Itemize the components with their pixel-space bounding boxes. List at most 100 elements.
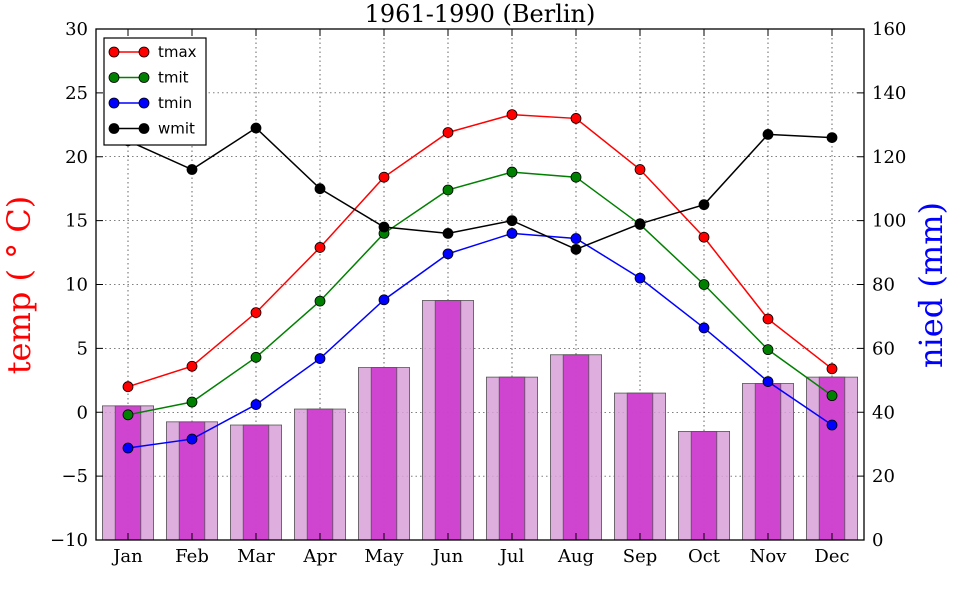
legend-label-tmax: tmax xyxy=(158,43,197,61)
chart-title: 1961-1990 (Berlin) xyxy=(365,0,596,28)
legend-label-tmin: tmin xyxy=(158,94,192,112)
precip-bar-narrow xyxy=(370,367,398,541)
right-tick-label: 100 xyxy=(872,211,906,232)
point-tmin xyxy=(762,376,774,387)
x-tick-label: Apr xyxy=(302,546,337,567)
point-wmit xyxy=(186,164,198,175)
point-tmit xyxy=(314,295,326,307)
point-tmin xyxy=(186,433,198,445)
legend-marker-tmin xyxy=(138,97,150,109)
point-tmin xyxy=(570,233,582,244)
x-tick-label: Mar xyxy=(237,546,275,567)
legend-label-wmit: wmit xyxy=(158,120,195,138)
series-line-tmin xyxy=(127,232,833,449)
point-wmit xyxy=(378,221,390,233)
point-wmit xyxy=(442,227,454,239)
point-wmit xyxy=(314,183,326,195)
right-tick-label: 60 xyxy=(872,338,895,359)
point-tmin xyxy=(122,442,134,454)
precip-bar-narrow xyxy=(434,300,462,541)
right-tick-label: 160 xyxy=(872,19,906,40)
point-tmin xyxy=(442,248,454,260)
point-tmax xyxy=(378,171,390,183)
point-tmit xyxy=(506,166,518,178)
left-tick-label: 0 xyxy=(77,402,88,423)
right-tick-label: 40 xyxy=(872,402,895,423)
right-tick-label: 20 xyxy=(872,466,895,487)
precip-bar-narrow xyxy=(498,376,526,541)
precip-bar-narrow xyxy=(626,392,654,541)
series-line-tmax xyxy=(127,113,833,388)
legend-marker-wmit xyxy=(138,123,150,134)
legend-marker-tmit xyxy=(138,72,150,83)
legend-marker-wmit xyxy=(108,123,120,134)
legend-box xyxy=(103,37,207,146)
x-tick-label: Dec xyxy=(814,546,849,567)
point-tmin xyxy=(314,353,326,364)
left-tick-label: 15 xyxy=(65,211,88,232)
x-tick-label: Aug xyxy=(557,546,594,567)
precip-bar-narrow xyxy=(242,424,270,541)
legend-marker-tmit xyxy=(108,72,120,83)
axes: −10 −5 0 5 10 15 20 25 30 0 20 40 60 80 100 120 140 160 Ja… xyxy=(50,19,906,567)
point-tmax xyxy=(634,164,646,175)
point-tmin xyxy=(698,322,710,334)
series-line-tmit xyxy=(127,171,833,416)
precip-bar-narrow xyxy=(306,408,334,541)
point-tmax xyxy=(506,109,518,120)
point-tmax xyxy=(570,113,582,124)
temperature-lines xyxy=(122,109,838,454)
left-axis-label: temp ( ° C) xyxy=(0,196,38,375)
x-tick-label: Jan xyxy=(111,546,143,567)
point-tmax xyxy=(442,127,454,138)
point-tmax xyxy=(698,231,710,243)
point-tmax xyxy=(122,381,134,393)
point-tmax xyxy=(186,360,198,372)
point-tmit xyxy=(250,351,262,363)
right-axis-label: nied (mm) xyxy=(912,202,950,368)
point-wmit xyxy=(570,243,582,255)
point-tmin xyxy=(506,227,518,239)
legend: tmax tmit tmin wmit xyxy=(103,37,207,146)
point-tmit xyxy=(570,171,582,183)
right-tick-label: 0 xyxy=(872,530,883,551)
point-wmit xyxy=(634,218,646,230)
left-tick-label: 25 xyxy=(65,83,88,104)
legend-marker-tmin xyxy=(108,97,120,109)
point-tmax xyxy=(250,307,262,319)
point-tmit xyxy=(186,396,198,408)
point-wmit xyxy=(698,199,710,211)
left-tick-label: 30 xyxy=(65,19,88,40)
right-tick-label: 140 xyxy=(872,83,906,104)
point-wmit xyxy=(506,215,518,227)
x-tick-label: Sep xyxy=(623,546,658,567)
right-tick-label: 120 xyxy=(872,147,906,168)
right-tick-label: 80 xyxy=(872,275,895,296)
x-tick-label: Jun xyxy=(431,546,464,567)
precip-bar-narrow xyxy=(818,376,846,541)
precip-bar-narrow xyxy=(562,354,590,541)
precip-bar-narrow xyxy=(690,431,718,541)
point-tmin xyxy=(250,399,262,410)
point-tmax xyxy=(314,242,326,253)
legend-label-tmit: tmit xyxy=(158,69,189,87)
left-tick-label: 20 xyxy=(65,147,88,168)
point-tmit xyxy=(698,279,710,290)
left-tick-label: 5 xyxy=(77,338,88,359)
left-tick-label: −10 xyxy=(50,530,88,551)
precip-bar-narrow xyxy=(754,383,782,541)
point-tmin xyxy=(378,294,390,306)
left-tick-label: 10 xyxy=(65,275,88,296)
series-line-wmit xyxy=(127,127,833,251)
point-tmin xyxy=(634,272,646,284)
point-tmin xyxy=(826,419,838,431)
point-tmit xyxy=(762,344,774,356)
point-tmit xyxy=(826,390,838,402)
precip-bar-narrow xyxy=(114,405,142,541)
point-wmit xyxy=(250,122,262,134)
precipitation-bars xyxy=(102,300,859,541)
x-tick-label: Feb xyxy=(175,546,209,567)
x-tick-label: Nov xyxy=(750,546,788,567)
point-tmit xyxy=(442,184,454,196)
